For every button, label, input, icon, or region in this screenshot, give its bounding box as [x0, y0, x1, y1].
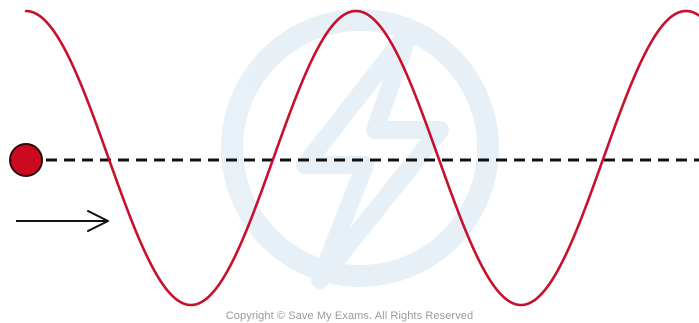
arrow-head — [87, 210, 109, 232]
transverse-wave — [24, 9, 699, 307]
right-arrow-icon — [16, 210, 109, 232]
watermark-ring — [221, 9, 499, 287]
watermark-bolt — [296, 21, 449, 289]
particle-icon — [9, 143, 43, 177]
copyright-notice: Copyright © Save My Exams. All Rights Re… — [225, 310, 474, 322]
save-my-exams-logo-icon — [221, 9, 499, 289]
